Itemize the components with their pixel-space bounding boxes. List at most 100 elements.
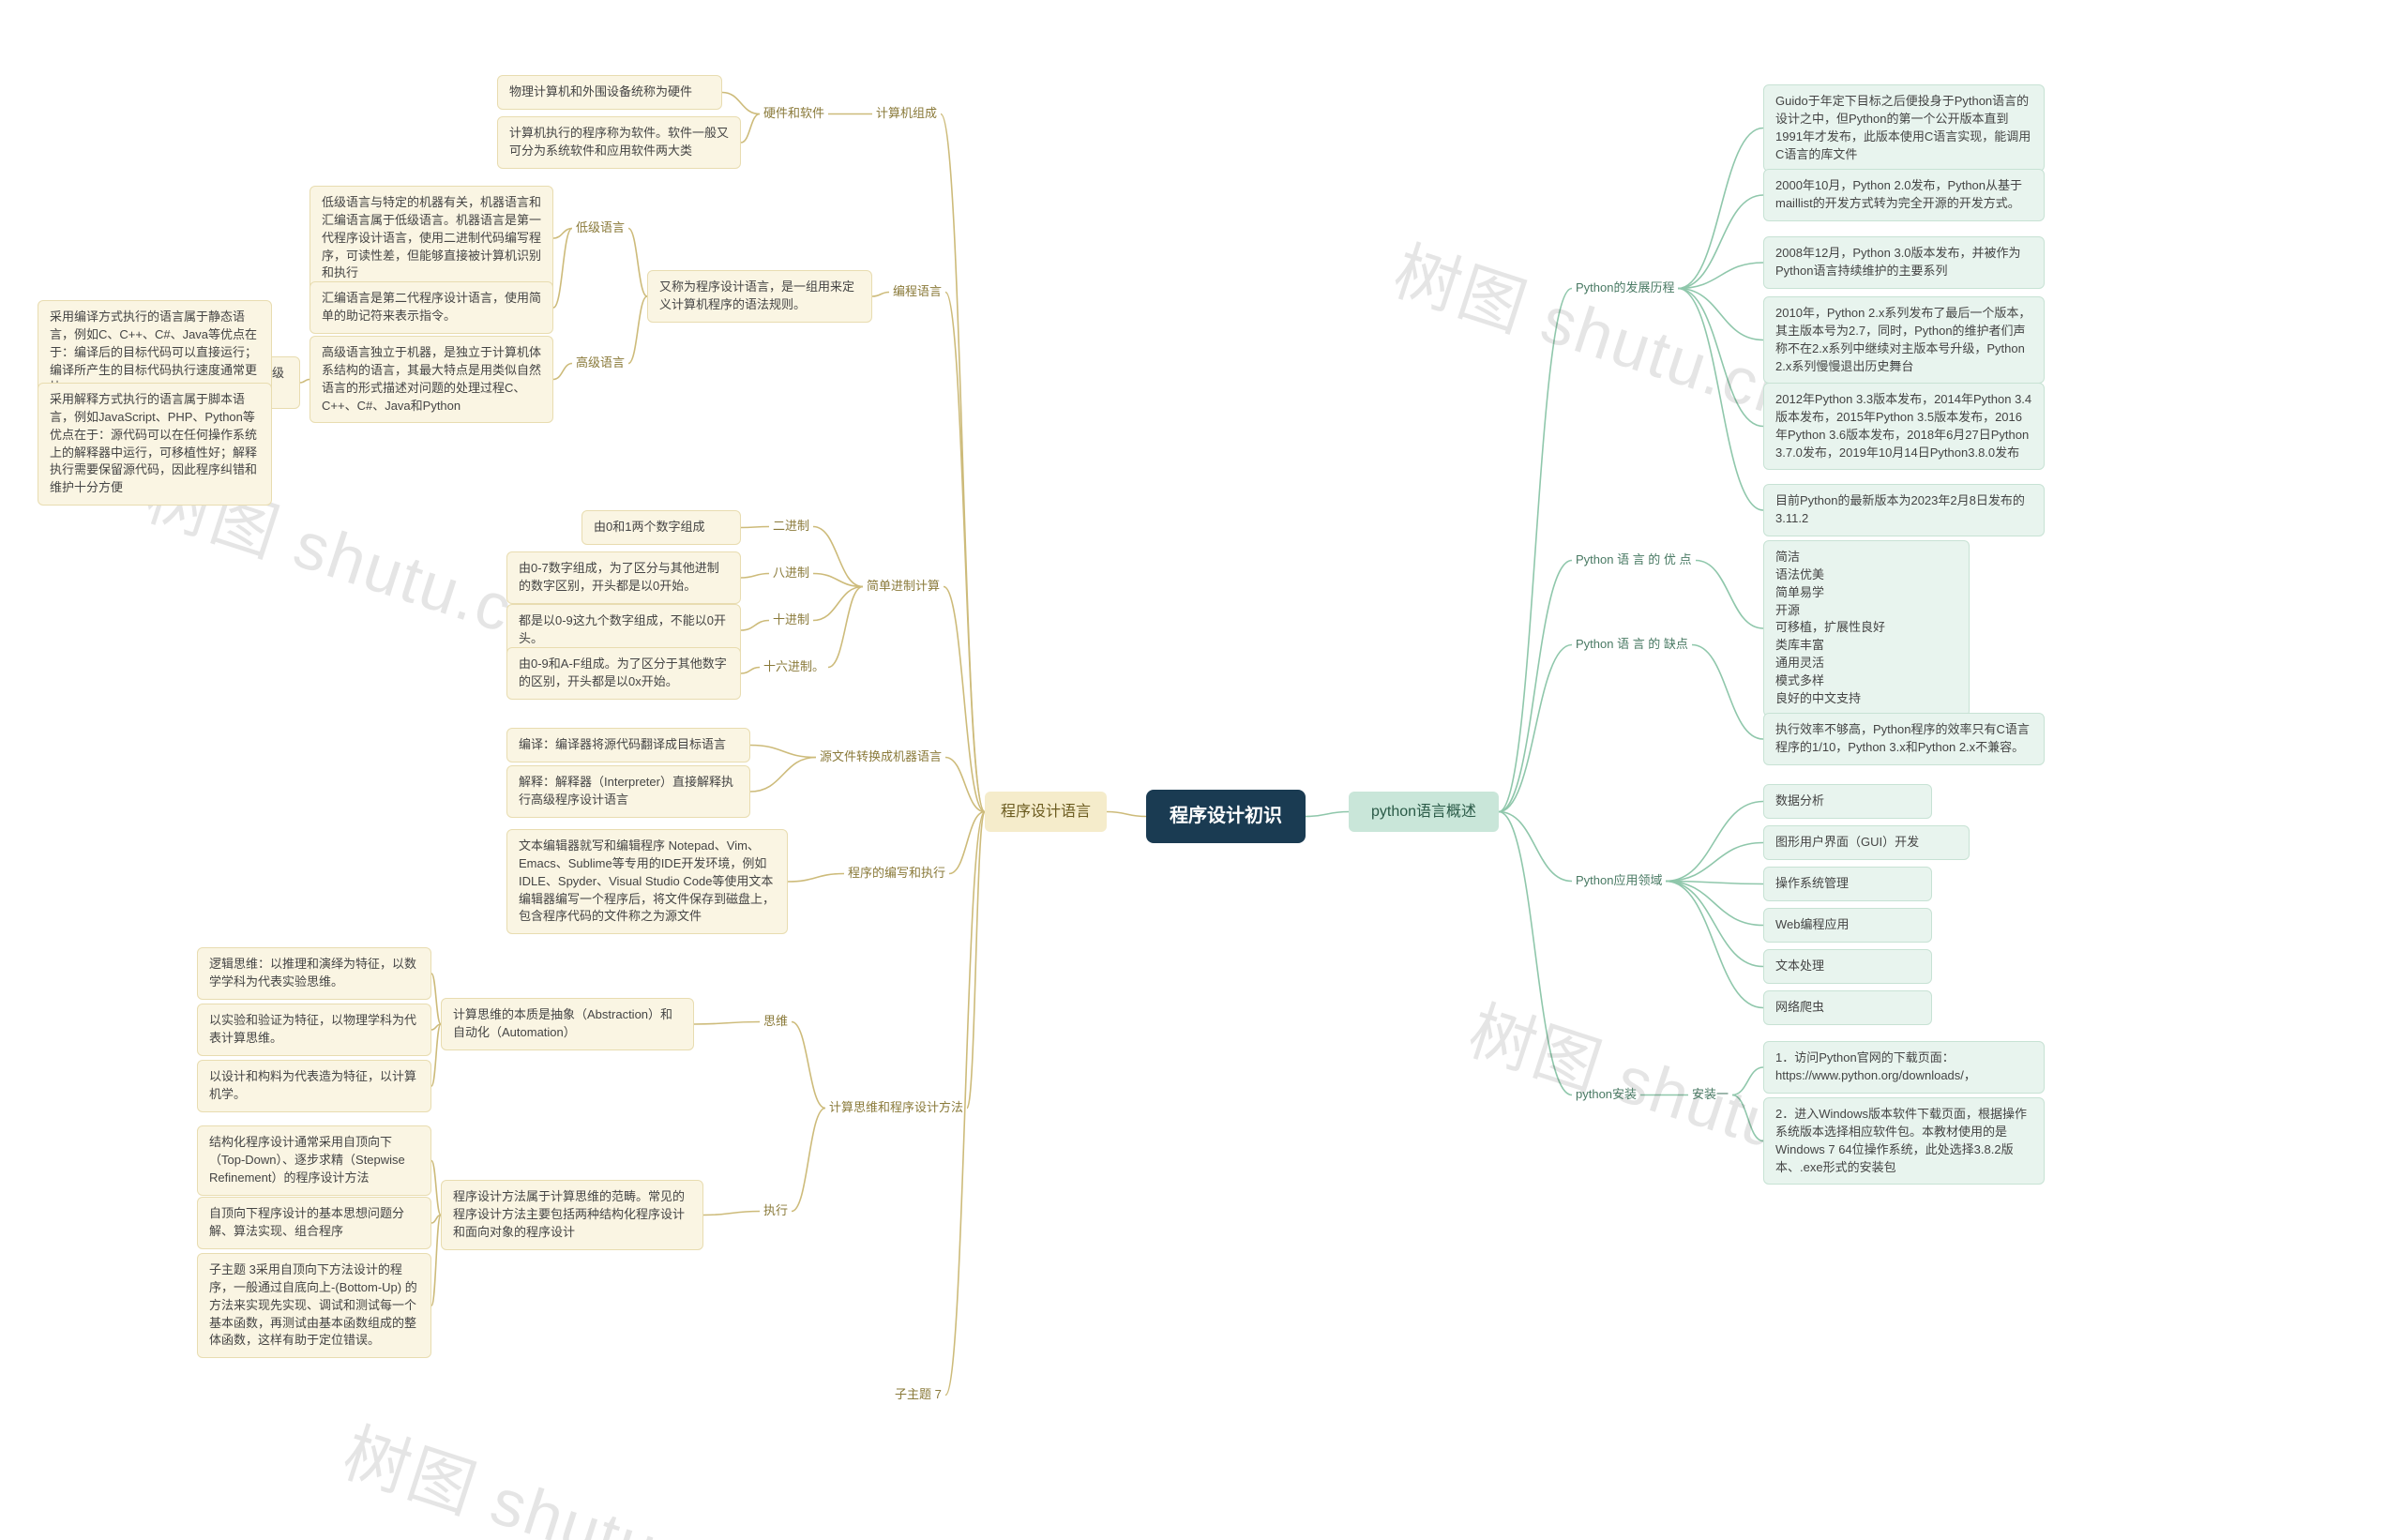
node-l_sw: 计算机执行的程序称为软件。软件一般又可分为系统软件和应用软件两大类: [497, 116, 741, 169]
node-text: 思维: [763, 1013, 788, 1031]
node-l_compile: 编译：编译器将源代码翻译成目标语言: [506, 728, 750, 762]
node-r_inst: python安装: [1572, 1084, 1640, 1106]
node-l_think: 思维: [760, 1011, 792, 1033]
node-text: 执行: [763, 1202, 788, 1220]
node-l_hex_box: 由0-9和A-F组成。为了区分于其他数字的区别，开头都是以0x开始。: [506, 647, 741, 700]
link: [722, 93, 760, 114]
node-text: 程序设计语言: [1000, 801, 1092, 823]
link: [872, 293, 889, 297]
link: [1666, 843, 1763, 882]
node-text: 以设计和构料为代表造为特征，以计算机学。: [209, 1068, 419, 1104]
node-text: Web编程应用: [1775, 916, 1920, 934]
link: [1678, 289, 1763, 511]
link: [1666, 802, 1763, 882]
node-l_exec: 执行: [760, 1200, 792, 1222]
node-text: 以实验和验证为特征，以物理学科为代表计算思维。: [209, 1012, 419, 1048]
node-l_comp: 计算机组成: [872, 103, 941, 125]
node-r_f1: 数据分析: [1763, 784, 1932, 819]
node-text: 高级语言: [576, 355, 625, 372]
link: [1678, 195, 1763, 289]
node-text: 执行效率不够高，Python程序的效率只有C语言程序的1/10，Python 3…: [1775, 721, 2032, 757]
node-text: 网络爬虫: [1775, 999, 1920, 1017]
node-r_h6: 目前Python的最新版本为2023年2月8日发布的3.11.2: [1763, 484, 2045, 536]
node-text: 语法优美: [1775, 566, 1957, 584]
node-text: 简单易学: [1775, 584, 1957, 602]
node-l_low_box: 低级语言与特定的机器有关，机器语言和汇编语言属于低级语言。机器语言是第一代程序设…: [310, 186, 553, 291]
node-text: 计算机组成: [876, 105, 937, 123]
node-text: 简单进制计算: [867, 578, 940, 596]
node-text: 简洁: [1775, 549, 1957, 566]
node-text: 开源: [1775, 602, 1957, 620]
link: [828, 587, 863, 668]
node-r_dis_box: 执行效率不够高，Python程序的效率只有C语言程序的1/10，Python 3…: [1763, 713, 2045, 765]
node-r_h4: 2010年，Python 2.x系列发布了最后一个版本，其主版本号为2.7，同时…: [1763, 296, 2045, 384]
link: [792, 1109, 825, 1212]
link: [1499, 812, 1572, 882]
node-text: 安装一: [1692, 1086, 1729, 1104]
node-l_lang_desc: 又称为程序设计语言，是一组用来定义计算机程序的语法规则。: [647, 270, 872, 323]
link: [1678, 128, 1763, 289]
node-text: Python 语 言 的 优 点: [1576, 551, 1692, 569]
link: [1732, 1095, 1763, 1141]
link: [1499, 812, 1572, 1095]
node-r_f3: 操作系统管理: [1763, 867, 1932, 901]
node-l_bin_box: 由0和1两个数字组成: [581, 510, 741, 545]
node-r_h5: 2012年Python 3.3版本发布，2014年Python 3.4版本发布，…: [1763, 383, 2045, 470]
node-l_bin: 二进制: [769, 516, 813, 537]
node-r_adv_box: 简洁语法优美简单易学开源可移植，扩展性良好类库丰富通用灵活模式多样良好的中文支持: [1763, 540, 1970, 717]
node-text: 目前Python的最新版本为2023年2月8日发布的3.11.2: [1775, 492, 2032, 528]
node-text: 数据分析: [1775, 793, 1920, 810]
node-text: 2．进入Windows版本软件下载页面，根据操作系统版本选择相应软件包。本教材使…: [1775, 1106, 2032, 1176]
node-L1l: 程序设计语言: [985, 792, 1107, 832]
node-l_oct: 八进制: [769, 563, 813, 584]
node-l_lang: 编程语言: [889, 281, 945, 303]
link: [788, 874, 844, 883]
node-text: 物理计算机和外围设备统称为硬件: [509, 83, 710, 101]
node-l_srcobj: 源文件转换成机器语言: [816, 747, 945, 768]
node-L1r: python语言概述: [1349, 792, 1499, 832]
node-text: 程序的编写和执行: [848, 865, 945, 883]
node-text: 通用灵活: [1775, 655, 1957, 672]
link: [1732, 1067, 1763, 1095]
link: [813, 587, 863, 621]
node-text: 自顶向下程序设计的基本思想问题分解、算法实现、组合程序: [209, 1205, 419, 1241]
node-text: 模式多样: [1775, 672, 1957, 690]
link: [792, 1022, 825, 1109]
link: [694, 1022, 760, 1025]
node-r_adv: Python 语 言 的 优 点: [1572, 550, 1696, 571]
link: [741, 527, 769, 528]
link: [628, 296, 647, 364]
node-text: 图形用户界面（GUI）开发: [1775, 834, 1957, 852]
node-text: Guido于年定下目标之后便投身于Python语言的设计之中，但Python的第…: [1775, 93, 2032, 163]
node-l_run: 程序的编写和执行: [844, 863, 949, 884]
node-l_asm_box: 汇编语言是第二代程序设计语言，使用简单的助记符来表示指令。: [310, 281, 553, 334]
node-text: 操作系统管理: [1775, 875, 1920, 893]
node-l_low: 低级语言: [572, 218, 628, 239]
node-l_interp: 解释：解释器（Interpreter）直接解释执行高级程序设计语言: [506, 765, 750, 818]
link: [1499, 645, 1572, 812]
node-root: 程序设计初识: [1146, 790, 1306, 843]
link: [949, 812, 985, 874]
node-text: 程序设计初识: [1169, 803, 1283, 830]
node-text: 低级语言: [576, 219, 625, 237]
node-text: 计算思维和程序设计方法: [829, 1099, 963, 1117]
link: [741, 114, 760, 143]
node-text: 硬件和软件: [763, 105, 824, 123]
node-l_hwsw: 硬件和软件: [760, 103, 828, 125]
node-text: 二进制: [773, 518, 809, 536]
link: [628, 229, 647, 297]
link: [1666, 882, 1763, 967]
link: [741, 668, 760, 674]
node-text: 源文件转换成机器语言: [820, 748, 942, 766]
link: [813, 527, 863, 587]
node-text: 2000年10月，Python 2.0发布，Python从基于maillist的…: [1775, 177, 2032, 213]
node-l_sub7: 子主题 7: [891, 1384, 945, 1406]
node-l_oct_box: 由0-7数字组成，为了区分与其他进制的数字区别，开头都是以0开始。: [506, 551, 741, 604]
node-r_f2: 图形用户界面（GUI）开发: [1763, 825, 1970, 860]
node-l_high_box: 高级语言独立于机器，是独立于计算机体系结构的语言，其最大特点是用类似自然语言的形…: [310, 336, 553, 423]
link: [1666, 882, 1763, 1008]
link: [945, 293, 985, 812]
node-text: 子主题 7: [895, 1386, 942, 1404]
node-text: 由0-7数字组成，为了区分与其他进制的数字区别，开头都是以0开始。: [519, 560, 729, 596]
node-text: 汇编语言是第二代程序设计语言，使用简单的助记符来表示指令。: [322, 290, 541, 325]
